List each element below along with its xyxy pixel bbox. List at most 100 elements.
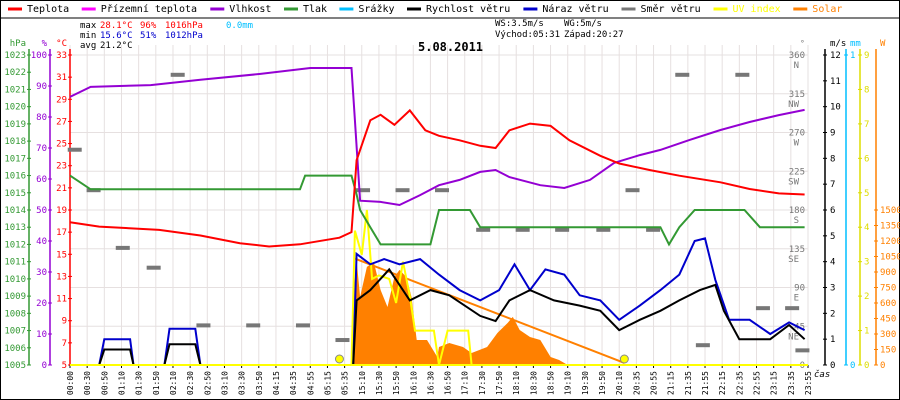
stat-min-label: min: [80, 31, 96, 41]
x-tick-label: 23:35: [787, 371, 796, 395]
uv-tick-label: 2: [864, 292, 869, 302]
temperature-tick-label: 23: [56, 162, 67, 172]
x-tick-label: 15:30: [375, 371, 384, 395]
series-solar: [351, 260, 568, 365]
series-wind-dir-mark: [196, 323, 211, 328]
humidity-tick-label: 50: [36, 206, 47, 216]
x-tick-label: 03:30: [238, 371, 247, 395]
wind-tick-label: 2: [830, 309, 835, 319]
humidity-tick-label: 90: [36, 82, 47, 92]
humidity-tick-label: 10: [36, 330, 47, 340]
pressure-tick-label: 1022: [4, 68, 26, 78]
legend-item-0: Teplota: [27, 4, 69, 15]
x-tick-label: 04:35: [289, 371, 298, 395]
legend-item-5: Rychlost větru: [426, 3, 510, 15]
series-wind-dir-mark: [695, 343, 710, 348]
series-wind-dir-mark: [785, 306, 800, 311]
x-tick-label: 19:10: [564, 371, 573, 395]
humidity-tick-label: 0: [42, 361, 47, 371]
pressure-tick-label: 1006: [4, 344, 26, 354]
pressure-tick-label: 1014: [4, 206, 26, 216]
x-tick-label: 02:30: [186, 371, 195, 395]
pressure-tick-label: 1010: [4, 275, 26, 285]
direction-tick-label: 270: [789, 129, 805, 139]
series-wind-dir-mark: [146, 265, 161, 270]
humidity-tick-label: 20: [36, 299, 47, 309]
solar-tick-label: 150: [880, 346, 896, 356]
stat-ws: WS:3.5m/s: [495, 19, 544, 29]
direction-axis-unit: °: [800, 39, 805, 48]
x-tick-label: 15:50: [392, 371, 401, 395]
series-pressure: [69, 174, 805, 247]
x-tick-label: 20:35: [632, 371, 641, 395]
pressure-tick-label: 1021: [4, 85, 26, 95]
stat-avg-label: avg: [80, 41, 96, 51]
chart-title: 5.08.2011: [418, 40, 483, 54]
series-humidity: [69, 67, 805, 207]
direction-tick-label: 360: [789, 51, 805, 61]
x-tick-label: 01:30: [135, 371, 144, 395]
pressure-tick-label: 1020: [4, 103, 26, 113]
legend-item-8: UV index: [733, 4, 781, 15]
x-tick-label: 16:50: [444, 371, 453, 395]
stat-max-label: max: [80, 21, 97, 31]
pressure-tick-label: 1013: [4, 223, 26, 233]
temperature-tick-label: 21: [56, 184, 67, 194]
solar-tick-label: 750: [880, 284, 896, 294]
temperature-tick-label: 9: [62, 317, 67, 327]
wind-tick-label: 4: [830, 258, 835, 268]
series-wind-dir-mark: [675, 72, 690, 77]
direction-compass-label: NE: [788, 332, 799, 342]
series-wind-dir-mark: [115, 245, 130, 250]
x-tick-label: 22:55: [753, 371, 762, 395]
uv-tick-label: 0: [864, 361, 869, 371]
temperature-tick-label: 33: [56, 51, 67, 61]
series-wind-dir-mark: [755, 306, 770, 311]
series-wind-dir-mark: [735, 72, 750, 77]
pressure-tick-label: 1023: [4, 51, 26, 61]
stat-min-temp: 15.6°C: [100, 31, 133, 41]
legend-item-9: Solar: [812, 4, 842, 15]
x-tick-label: 15:10: [358, 371, 367, 395]
temperature-tick-label: 29: [56, 95, 67, 105]
pressure-tick-label: 1012: [4, 240, 26, 250]
wind-tick-label: 0: [830, 361, 835, 371]
pressure-tick-label: 1016: [4, 172, 26, 182]
direction-compass-label: SW: [788, 177, 799, 187]
uv-tick-label: 5: [864, 189, 869, 199]
series-wind-dir-mark: [476, 227, 491, 232]
solar-tick-label: 450: [880, 315, 896, 325]
series-wind-gust: [70, 237, 806, 366]
humidity-tick-label: 40: [36, 237, 47, 247]
x-tick-label: 18:10: [512, 371, 521, 395]
x-tick-label: 21:15: [667, 371, 676, 395]
temperature-tick-label: 11: [56, 295, 67, 305]
stat-max-rain: 0.0mm: [226, 21, 253, 31]
direction-tick-label: 135: [789, 245, 805, 255]
direction-compass-label: W: [794, 139, 800, 149]
uv-tick-label: 7: [864, 120, 869, 130]
wind-tick-label: 6: [830, 206, 835, 216]
series-wind-dir-mark: [625, 188, 640, 193]
x-tick-label: 04:55: [306, 371, 315, 395]
wind-tick-label: 9: [830, 129, 835, 139]
stat-max-hum: 96%: [140, 21, 157, 31]
humidity-tick-label: 30: [36, 268, 47, 278]
legend-item-1: Přízemní teplota: [101, 3, 197, 15]
x-tick-label: 03:50: [255, 371, 264, 395]
x-tick-label: 23:55: [804, 371, 813, 395]
direction-compass-label: E: [794, 294, 799, 304]
series-wind-dir-mark: [335, 338, 350, 343]
humidity-tick-label: 100: [31, 51, 47, 61]
solar-tick-label: 600: [880, 299, 896, 309]
direction-tick-label: 180: [789, 206, 805, 216]
x-tick-label: 17:10: [461, 371, 470, 395]
pressure-tick-label: 1015: [4, 189, 26, 199]
x-tick-label: 19:50: [598, 371, 607, 395]
uv-tick-label: 4: [864, 223, 869, 233]
rain-axis-unit: mm: [850, 39, 861, 49]
legend-item-7: Směr větru: [641, 3, 701, 15]
direction-tick-label: 315: [789, 90, 805, 100]
